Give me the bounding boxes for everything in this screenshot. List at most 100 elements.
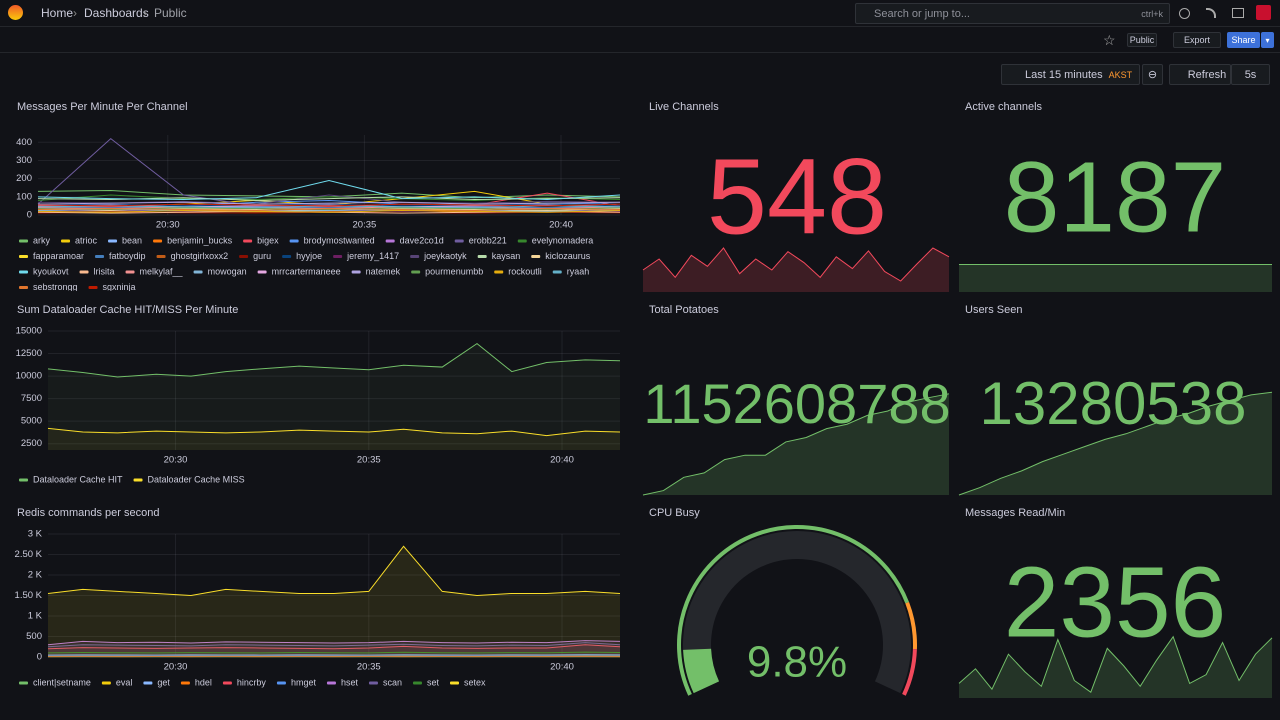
gauge-label: 9.8% (747, 638, 847, 687)
x-tick-label: 20:35 (357, 662, 381, 673)
y-tick-label: 5000 (21, 416, 42, 427)
series-line (47, 644, 621, 650)
legend-item: sebstrongg (19, 282, 78, 292)
panel-title: Users Seen (965, 304, 1022, 316)
panel-title: CPU Busy (649, 507, 700, 519)
y-tick-label: 1.50 K (15, 590, 43, 601)
legend-label: set (427, 677, 440, 687)
legend-label: pourmenumbb (425, 266, 483, 276)
area-fill (48, 546, 620, 657)
breadcrumb[interactable]: Dashboards (84, 6, 149, 20)
legend-label: melkylaf__ (140, 266, 184, 276)
x-tick-label: 20:35 (357, 455, 381, 466)
legend-item: eval (101, 677, 132, 687)
legend-label: sgxninja_ (103, 282, 142, 292)
legend-item: mowogan (193, 266, 247, 276)
legend-label: jeremy_1417 (346, 251, 399, 261)
refresh-button[interactable]: Refresh (1169, 64, 1231, 85)
y-tick-label: 400 (16, 137, 32, 148)
x-tick-label: 20:40 (550, 662, 574, 673)
panel-icon[interactable] (1232, 8, 1244, 18)
area-fill (48, 644, 620, 657)
legend-swatch (333, 255, 343, 258)
series-line (37, 203, 621, 207)
legend-label: joeykaotyk (423, 251, 467, 261)
legend-item: atrioc (61, 235, 98, 245)
legend-swatch (243, 239, 253, 243)
legend-item: hincrby (222, 677, 266, 687)
legend-swatch (282, 255, 292, 258)
share-menu[interactable]: ▾ (1261, 32, 1274, 48)
legend-item: natemek (351, 266, 401, 276)
legend-label: kaysan (492, 251, 521, 261)
legend-item: kyoukovt (19, 266, 69, 276)
legend-label: fapparamoar (33, 251, 84, 261)
series-line (37, 201, 621, 205)
legend-swatch (477, 255, 487, 258)
legend-swatch (19, 681, 28, 685)
legend-swatch (454, 239, 464, 243)
legend-label: hdel (195, 677, 212, 687)
y-tick-label: 2.50 K (15, 549, 43, 560)
series-line (37, 137, 621, 209)
sparkline-area (959, 264, 1272, 292)
x-tick-label: 20:40 (550, 455, 574, 466)
legend-swatch (61, 239, 71, 243)
legend-label: ryaah (567, 266, 590, 276)
y-tick-label: 1 K (28, 611, 43, 622)
legend-label: scan (383, 677, 402, 687)
panel-title: Messages Read/Min (965, 507, 1065, 519)
legend-swatch (143, 681, 153, 685)
time-picker[interactable]: Last 15 minutes AKST (1001, 64, 1140, 85)
shortcut: ctrl+k (1141, 8, 1163, 19)
legend-swatch (153, 239, 163, 243)
legend-swatch (531, 255, 541, 258)
y-tick-label: 0 (37, 652, 42, 663)
legend-item: evelynomadera (517, 235, 593, 245)
legend-label: get (157, 677, 170, 687)
y-tick-label: 200 (16, 173, 32, 184)
zoom-out[interactable]: ⊖ (1142, 64, 1163, 85)
legend-swatch (412, 681, 422, 685)
legend-swatch (494, 270, 504, 274)
legend-item: bean (108, 235, 142, 245)
series-line (47, 640, 621, 646)
y-tick-label: 10000 (16, 371, 42, 382)
legend-item: erobb221 (454, 235, 507, 245)
sub-bar (0, 27, 1280, 53)
avatar[interactable] (1256, 5, 1271, 20)
legend-label: fatboydip (109, 251, 146, 261)
legend-item: Dataloader Cache HIT (19, 474, 123, 484)
sparkline-area (959, 636, 1272, 698)
legend-item: pourmenumbb (411, 266, 483, 276)
legend-label: mowogan (208, 266, 247, 276)
export-button[interactable]: Export (1173, 32, 1221, 48)
search-box[interactable]: Search or jump to... ctrl+k (855, 3, 1170, 24)
share-button[interactable]: Share (1227, 32, 1260, 48)
legend-item: benjamin_bucks (153, 235, 233, 245)
time-range: Last 15 minutes (1025, 68, 1103, 81)
legend-label: mrrcartermaneee (272, 266, 341, 276)
refresh-interval[interactable]: 5s (1231, 64, 1270, 85)
y-tick-label: 2 K (28, 570, 43, 581)
legend-label: sebstrongg (33, 282, 78, 292)
legend-swatch (101, 681, 111, 685)
legend-label: Dataloader Cache HIT (33, 474, 123, 484)
legend-label: client|setname (33, 677, 91, 687)
threshold-arc (905, 601, 917, 650)
legend-label: natemek (366, 266, 401, 276)
breadcrumb-sep: › (143, 6, 147, 20)
breadcrumb[interactable]: Home (41, 6, 74, 20)
y-tick-label: 7500 (21, 393, 42, 404)
help-icon[interactable] (1179, 8, 1190, 19)
star-icon[interactable]: ☆ (1103, 32, 1116, 48)
news-icon[interactable] (1206, 8, 1216, 18)
stat-value: 2356 (1004, 546, 1226, 658)
legend-item: melkylaf__ (125, 266, 184, 276)
legend-swatch (19, 270, 28, 274)
legend: Dataloader Cache HIT Dataloader Cache MIS… (19, 474, 245, 484)
legend-item: Dataloader Cache MISS (133, 474, 245, 484)
legend-label: bean (122, 235, 142, 245)
panel-title: Total Potatoes (649, 304, 719, 316)
logo[interactable] (8, 5, 23, 20)
